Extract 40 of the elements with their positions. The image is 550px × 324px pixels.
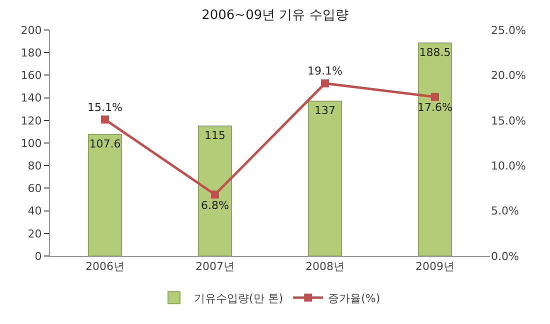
y-tick-label: 160 bbox=[20, 69, 42, 82]
point bbox=[431, 92, 439, 101]
y2-tick-label: 20.0% bbox=[491, 69, 526, 82]
data-label: 188.5 bbox=[419, 46, 451, 59]
y-tick-label: 180 bbox=[20, 46, 42, 60]
y-tick-label: 140 bbox=[20, 92, 42, 105]
x-tick-label: 2006년 bbox=[86, 260, 124, 274]
data-label: 6.8% bbox=[201, 198, 229, 212]
legend-label: 증가율(%) bbox=[328, 292, 380, 305]
y2-tick-label: 25.0% bbox=[491, 24, 526, 37]
y-tick-label: 40 bbox=[28, 204, 42, 218]
bar bbox=[308, 100, 342, 256]
point bbox=[321, 79, 329, 88]
data-label: 115 bbox=[204, 129, 226, 142]
x-tick-label: 2009년 bbox=[416, 260, 454, 274]
y2-tick-label: 5.0% bbox=[491, 204, 519, 218]
y-tick-label: 100 bbox=[20, 136, 42, 150]
data-label: 19.1% bbox=[308, 64, 342, 78]
legend-label: 기유수입량(만 톤) bbox=[194, 292, 284, 305]
y-tick-label: 120 bbox=[20, 114, 42, 128]
data-label: 137 bbox=[314, 104, 336, 118]
x-tick-label: 2007년 bbox=[196, 260, 234, 274]
chart-title: 2006~09년 기유 수입량 bbox=[202, 8, 348, 23]
point bbox=[101, 116, 109, 124]
y-tick-label: 80 bbox=[28, 159, 42, 172]
y-tick-label: 200 bbox=[20, 24, 42, 37]
y-tick-label: 0 bbox=[34, 250, 42, 263]
y2-tick-label: 15.0% bbox=[491, 114, 526, 128]
bar bbox=[198, 126, 232, 256]
y2-tick-label: 0.0% bbox=[491, 250, 519, 263]
y-tick-label: 60 bbox=[28, 182, 42, 196]
bar bbox=[418, 42, 452, 256]
x-tick-label: 2008년 bbox=[306, 260, 344, 274]
data-label: 107.6 bbox=[89, 137, 121, 150]
bar bbox=[88, 134, 122, 256]
y2-tick-label: 10.0% bbox=[491, 159, 526, 172]
point bbox=[211, 190, 219, 199]
y-tick-label: 20 bbox=[28, 227, 42, 240]
data-label: 15.1% bbox=[88, 100, 122, 114]
data-label: 17.6% bbox=[418, 101, 452, 114]
